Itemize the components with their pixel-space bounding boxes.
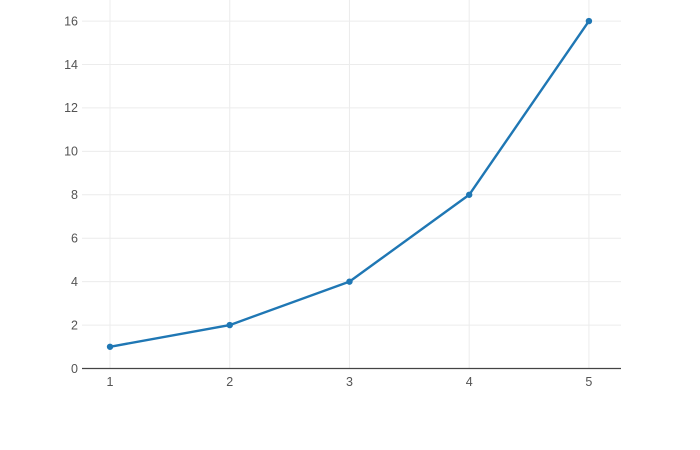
y-tick-label: 14 (64, 58, 78, 72)
data-point[interactable] (346, 278, 353, 285)
y-tick-label: 10 (64, 145, 78, 159)
y-tick-label: 2 (71, 318, 78, 332)
x-tick-label: 3 (346, 375, 353, 389)
data-point[interactable] (106, 343, 114, 350)
y-tick-label: 12 (64, 101, 78, 115)
x-tick-label: 4 (466, 375, 473, 389)
y-tick-label: 4 (71, 275, 78, 289)
x-tick-label: 2 (226, 375, 233, 389)
y-tick-label: 0 (71, 362, 78, 376)
y-tick-label: 8 (71, 188, 78, 202)
y-tick-label: 6 (71, 232, 78, 246)
data-point[interactable] (585, 17, 593, 25)
x-tick-label: 5 (585, 375, 592, 389)
data-point[interactable] (465, 191, 473, 198)
data-point[interactable] (226, 321, 233, 329)
x-tick-label: 1 (107, 375, 114, 389)
y-tick-label: 16 (64, 14, 78, 28)
